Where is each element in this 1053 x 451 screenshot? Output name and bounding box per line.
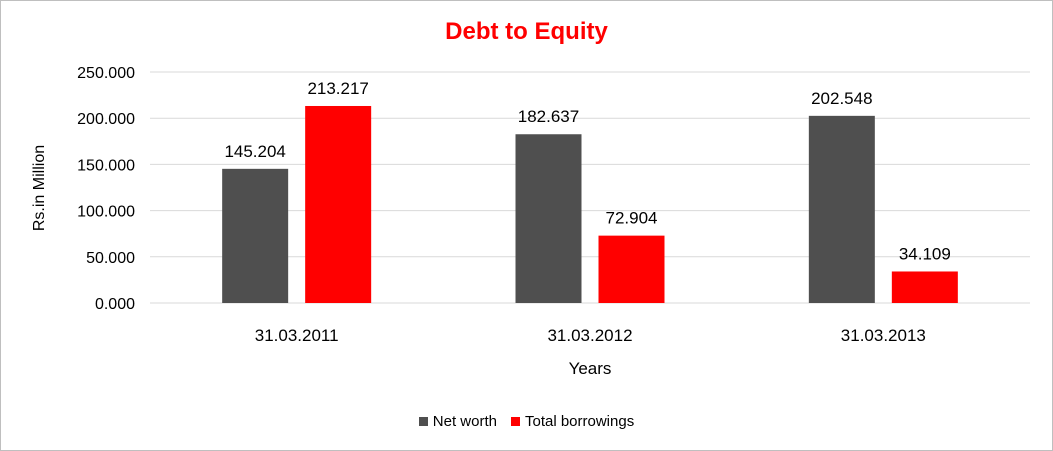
data-label: 34.109 bbox=[899, 244, 951, 263]
data-label: 202.548 bbox=[811, 89, 872, 108]
y-tick-label: 250.000 bbox=[77, 65, 135, 82]
x-tick-label: 31.03.2013 bbox=[841, 326, 926, 345]
legend-swatch-net-worth bbox=[418, 417, 428, 426]
bar-total-borrowings bbox=[891, 271, 958, 303]
x-axis-label: Years bbox=[568, 359, 612, 378]
bar-net-worth bbox=[515, 134, 582, 303]
bar-net-worth bbox=[222, 168, 289, 303]
legend: Net worth Total borrowings bbox=[0, 413, 1053, 430]
x-tick-label: 31.03.2011 bbox=[255, 326, 339, 345]
data-label: 145.204 bbox=[224, 142, 285, 161]
y-tick-label: 200.000 bbox=[77, 111, 135, 128]
bar-total-borrowings bbox=[305, 105, 372, 304]
data-label: 72.904 bbox=[606, 209, 658, 228]
bar-total-borrowings bbox=[598, 235, 665, 303]
y-tick-label: 100.000 bbox=[77, 204, 135, 221]
legend-label-net-worth: Net worth bbox=[432, 413, 497, 430]
y-tick-label: 150.000 bbox=[77, 157, 135, 174]
y-tick-label: 0.000 bbox=[95, 296, 135, 313]
x-tick-label: 31.03.2012 bbox=[547, 326, 632, 345]
data-label: 213.217 bbox=[307, 79, 368, 98]
bar-net-worth bbox=[808, 115, 875, 304]
legend-swatch-total-borrowings bbox=[510, 417, 520, 426]
chart-title: Debt to Equity bbox=[445, 18, 608, 45]
data-label: 182.637 bbox=[518, 107, 579, 126]
legend-label-total-borrowings: Total borrowings bbox=[524, 413, 635, 430]
legend-item-net-worth: Net worth bbox=[418, 413, 497, 430]
y-tick-label: 50.000 bbox=[86, 250, 135, 267]
legend-item-total-borrowings: Total borrowings bbox=[510, 413, 635, 430]
